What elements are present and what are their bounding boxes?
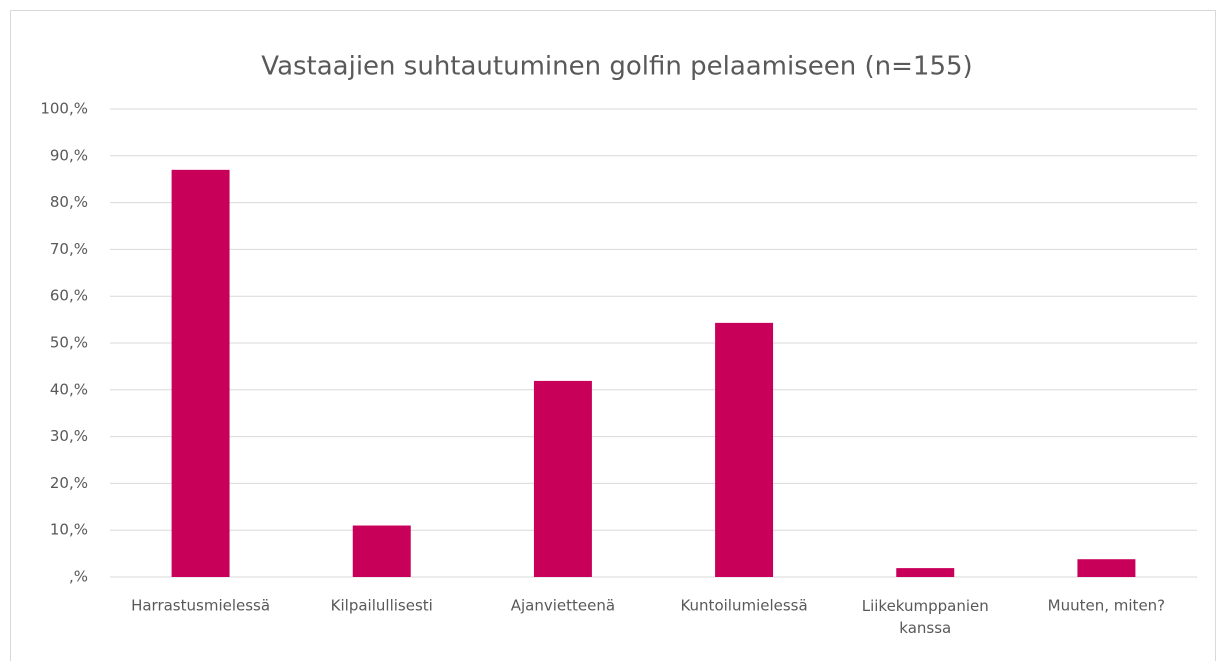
x-tick-label: Kuntoilumielessä xyxy=(680,597,807,615)
y-tick-label: 90,% xyxy=(50,146,88,164)
bar xyxy=(896,568,955,577)
y-tick-label: 100,% xyxy=(40,100,88,118)
bar xyxy=(1077,559,1136,577)
y-tick-label: 70,% xyxy=(50,240,88,258)
y-tick-label: 80,% xyxy=(50,193,88,211)
x-tick-label: Ajanvietteenä xyxy=(511,597,615,615)
bar xyxy=(533,380,592,577)
x-tick-label: Harrastusmielessä xyxy=(131,597,270,615)
bar xyxy=(171,169,230,577)
y-tick-label: 20,% xyxy=(50,474,88,492)
y-tick-label: 50,% xyxy=(50,334,88,352)
chart-title: Vastaajien suhtautuminen golfin pelaamis… xyxy=(261,52,972,82)
y-tick-label: 60,% xyxy=(50,287,88,305)
y-tick-label: 40,% xyxy=(50,380,88,398)
x-tick-label: Liikekumppanien kanssa xyxy=(862,597,989,637)
y-tick-label: ,% xyxy=(69,568,88,586)
x-tick-label: Muuten, miten? xyxy=(1048,597,1165,615)
bar xyxy=(352,525,411,577)
x-tick-label: Kilpailullisesti xyxy=(331,597,433,615)
y-tick-label: 10,% xyxy=(50,521,88,539)
bar xyxy=(715,322,774,577)
y-tick-label: 30,% xyxy=(50,427,88,445)
